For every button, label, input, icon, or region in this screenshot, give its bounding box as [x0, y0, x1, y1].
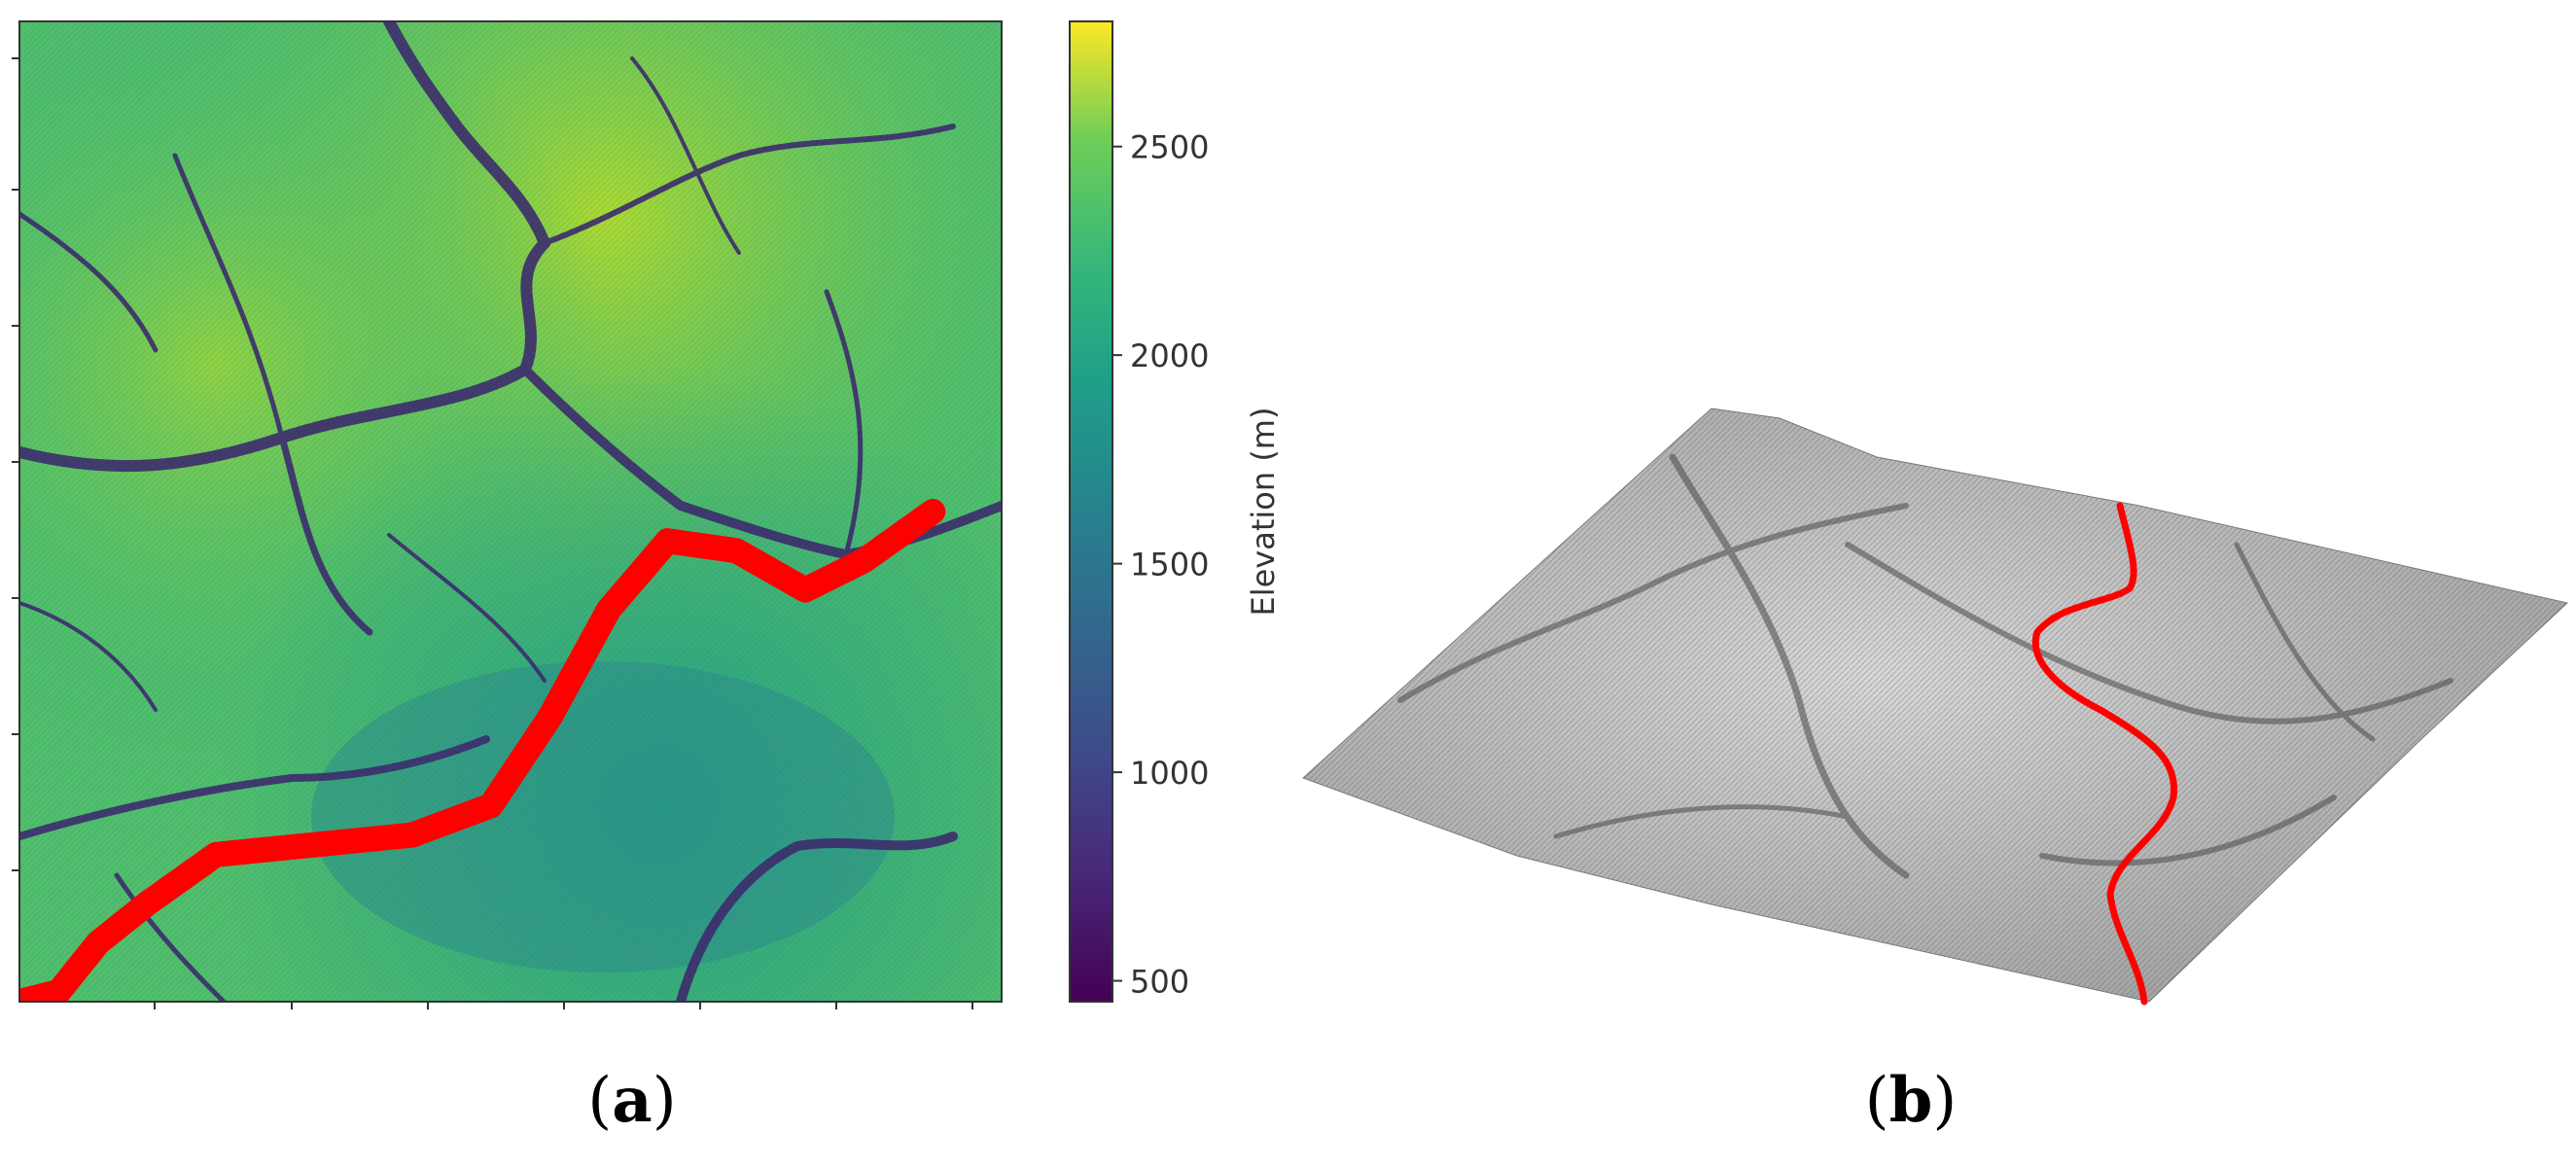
caption-b: (b) — [1864, 1064, 1958, 1137]
caption-a: (a) — [587, 1064, 677, 1137]
route-line — [19, 499, 946, 1002]
map-ticks — [12, 57, 973, 1009]
colorbar-tick-label: 2000 — [1130, 337, 1209, 374]
elevation-map-panel — [12, 20, 1003, 1009]
map-frame — [18, 20, 1003, 1003]
terrain-texture — [1303, 408, 2567, 1002]
colorbar: 500 1000 1500 2000 2500 Elevation (m) — [1069, 20, 1282, 1003]
colorbar-tick-label: 2500 — [1130, 129, 1209, 166]
colorbar-gradient — [1069, 20, 1113, 1003]
surface-3d-panel — [1302, 407, 2569, 1006]
colorbar-tick-label: 1500 — [1130, 547, 1209, 584]
elevation-heatmap — [19, 21, 1002, 1002]
terrain-ridges — [1397, 453, 2453, 879]
colorbar-ticks: 500 1000 1500 2000 2500 — [1112, 129, 1209, 1001]
colorbar-label: Elevation (m) — [1245, 407, 1282, 617]
colorbar-tick-label: 500 — [1130, 964, 1189, 1001]
colorbar-tick-label: 1000 — [1130, 755, 1209, 792]
route-line-3d — [2031, 502, 2178, 1006]
